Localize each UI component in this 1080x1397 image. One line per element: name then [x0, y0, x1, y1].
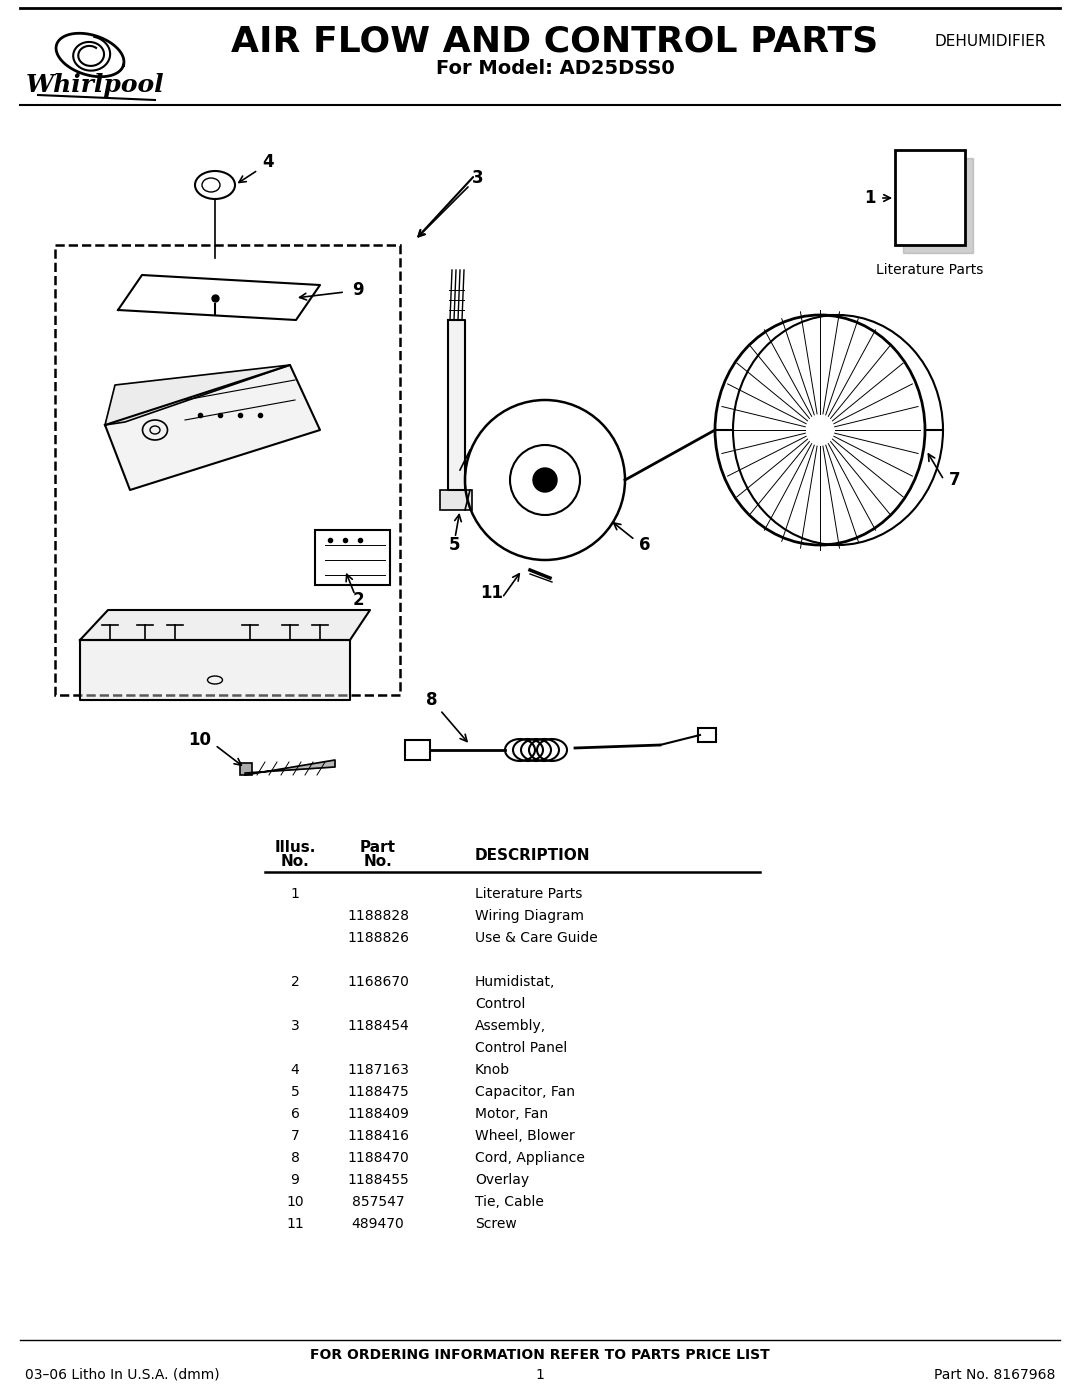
Text: For Model: AD25DSS0: For Model: AD25DSS0 [435, 59, 674, 77]
Text: Part: Part [360, 841, 396, 855]
Text: 4: 4 [291, 1063, 299, 1077]
Text: 5: 5 [291, 1085, 299, 1099]
Text: Screw: Screw [475, 1217, 516, 1231]
Text: 1188826: 1188826 [347, 930, 409, 944]
Text: 11: 11 [286, 1217, 303, 1231]
Text: 10: 10 [189, 731, 212, 749]
Polygon shape [105, 365, 291, 425]
Text: 03–06 Litho In U.S.A. (dmm): 03–06 Litho In U.S.A. (dmm) [25, 1368, 219, 1382]
Text: 489470: 489470 [352, 1217, 404, 1231]
Text: 1188454: 1188454 [347, 1018, 409, 1032]
Polygon shape [245, 760, 335, 775]
Circle shape [534, 468, 557, 492]
Text: Assembly,: Assembly, [475, 1018, 546, 1032]
Text: Use & Care Guide: Use & Care Guide [475, 930, 597, 944]
Polygon shape [80, 610, 370, 640]
Text: Capacitor, Fan: Capacitor, Fan [475, 1085, 575, 1099]
Bar [240, 763, 252, 775]
Text: No.: No. [281, 855, 309, 869]
Text: AIR FLOW AND CONTROL PARTS: AIR FLOW AND CONTROL PARTS [231, 25, 879, 59]
Text: 8: 8 [291, 1151, 299, 1165]
Text: 6: 6 [291, 1106, 299, 1120]
Text: DEHUMIDIFIER: DEHUMIDIFIER [934, 35, 1045, 49]
Bar [895, 149, 966, 244]
Text: 6: 6 [639, 536, 651, 555]
Text: 3: 3 [291, 1018, 299, 1032]
Bar [55, 244, 400, 694]
Text: 1: 1 [291, 887, 299, 901]
Text: FOR ORDERING INFORMATION REFER TO PARTS PRICE LIST: FOR ORDERING INFORMATION REFER TO PARTS … [310, 1348, 770, 1362]
Text: 2: 2 [291, 975, 299, 989]
Text: 8: 8 [427, 692, 437, 710]
Polygon shape [903, 158, 973, 253]
Text: 3: 3 [472, 169, 484, 187]
Text: 9: 9 [352, 281, 364, 299]
Text: Part No. 8167968: Part No. 8167968 [933, 1368, 1055, 1382]
Text: 1188455: 1188455 [347, 1173, 409, 1187]
Text: Motor, Fan: Motor, Fan [475, 1106, 549, 1120]
Polygon shape [80, 640, 350, 700]
Text: 1188475: 1188475 [347, 1085, 409, 1099]
Text: 1188409: 1188409 [347, 1106, 409, 1120]
Text: 7: 7 [291, 1129, 299, 1143]
Text: Whirlpool: Whirlpool [26, 73, 164, 96]
Polygon shape [105, 365, 320, 490]
Bar [698, 728, 716, 742]
Text: Control: Control [475, 997, 525, 1011]
Text: Wheel, Blower: Wheel, Blower [475, 1129, 575, 1143]
Text: 7: 7 [949, 471, 961, 489]
Text: 1188416: 1188416 [347, 1129, 409, 1143]
Text: Illus.: Illus. [274, 841, 315, 855]
Text: 4: 4 [262, 154, 274, 170]
Text: Overlay: Overlay [475, 1173, 529, 1187]
Text: 1168670: 1168670 [347, 975, 409, 989]
Text: 2: 2 [352, 591, 364, 609]
Text: DESCRIPTION: DESCRIPTION [475, 848, 591, 862]
Text: Cord, Appliance: Cord, Appliance [475, 1151, 585, 1165]
Text: Control Panel: Control Panel [475, 1041, 567, 1055]
Text: 857547: 857547 [352, 1194, 404, 1208]
Text: Literature Parts: Literature Parts [475, 887, 582, 901]
Bar [440, 490, 472, 510]
Bar [405, 740, 430, 760]
Text: Literature Parts: Literature Parts [876, 263, 984, 277]
Text: 5: 5 [449, 536, 461, 555]
Text: 10: 10 [286, 1194, 303, 1208]
Text: 1: 1 [864, 189, 876, 207]
Text: Knob: Knob [475, 1063, 510, 1077]
Text: Humidistat,: Humidistat, [475, 975, 555, 989]
Text: 11: 11 [481, 584, 503, 602]
Text: 1188828: 1188828 [347, 909, 409, 923]
Text: No.: No. [364, 855, 392, 869]
Text: 1: 1 [536, 1368, 544, 1382]
Text: Tie, Cable: Tie, Cable [475, 1194, 544, 1208]
Text: 9: 9 [291, 1173, 299, 1187]
Text: Wiring Diagram: Wiring Diagram [475, 909, 584, 923]
Text: 1187163: 1187163 [347, 1063, 409, 1077]
Bar [315, 529, 390, 585]
Text: 1188470: 1188470 [347, 1151, 409, 1165]
Polygon shape [448, 320, 465, 490]
